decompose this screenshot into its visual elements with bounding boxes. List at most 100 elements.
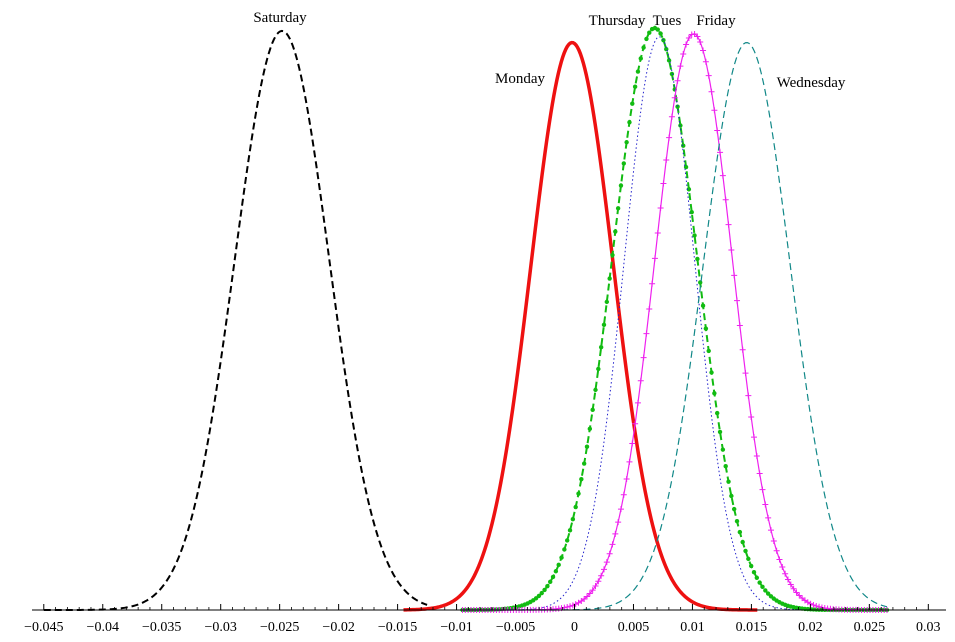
x-tick-label: −0.01 [440,620,472,635]
x-tick-label: −0.04 [87,620,119,635]
series-line-monday [403,40,758,612]
marker-plus [691,30,698,37]
marker-dot [627,120,632,125]
marker-plus [640,354,647,361]
marker-plus [637,377,644,384]
marker-plus [617,506,624,513]
marker-dot [542,587,547,593]
marker-dot [573,504,578,510]
marker-dot [593,387,598,393]
marker-dot [655,27,660,32]
marker-dot [695,256,700,262]
x-tick-label: −0.02 [322,620,354,635]
series-label-friday: Friday [696,13,736,29]
marker-plus [776,556,783,563]
marker-dot [692,233,697,238]
marker-plus [646,305,653,312]
marker-dot [548,579,553,585]
marker-dot [734,518,740,524]
marker-plus [598,572,605,579]
marker-plus [742,370,749,377]
marker-dot [567,528,573,533]
marker-plus [612,530,619,537]
marker-dot [596,366,601,372]
x-tick-label: 0.005 [618,620,650,635]
marker-dot [598,345,604,350]
marker-plus [725,221,732,228]
marker-plus [702,58,709,65]
marker-plus [748,413,755,420]
marker-dot [607,276,612,281]
marker-plus [753,452,760,459]
marker-plus [643,330,650,337]
marker-dot [658,31,663,36]
marker-dot [703,326,709,331]
marker-plus [651,255,658,262]
x-tick-label: 0 [571,620,578,635]
marker-dot [686,187,692,192]
marker-dot [604,299,610,305]
marker-dot [579,476,584,482]
marker-dot [729,493,734,499]
marker-dot [621,161,626,166]
series-label-tues: Tues [653,13,682,29]
series-label-thursday: Thursday [589,13,646,29]
marker-dot [610,252,615,258]
marker-plus [697,39,704,46]
series-labels: Saturday Monday Thursday Tues Friday Wednesda… [253,10,846,91]
marker-dot [638,56,643,61]
marker-dot [556,562,561,568]
x-tick-label: 0.015 [736,620,768,635]
marker-dot [757,580,762,585]
marker-plus [649,280,656,287]
marker-dot [539,590,544,596]
marker-plus [603,559,610,566]
marker-plus [765,514,772,521]
marker-plus [759,486,766,493]
marker-plus [663,156,670,163]
x-tick-label: −0.025 [260,620,299,635]
marker-dot [765,591,771,596]
marker-dot [720,447,726,452]
marker-dot [700,303,706,308]
marker-plus [770,538,777,545]
x-tick-label: 0.02 [798,620,823,635]
marker-plus [711,107,718,114]
marker-plus [680,50,687,57]
marker-dot [641,45,646,50]
marker-plus [609,541,616,548]
marker-plus [683,41,690,48]
marker-plus [736,322,743,329]
x-tick-label: −0.015 [378,620,417,635]
marker-plus [595,578,602,585]
marker-plus [589,587,596,594]
marker-plus [705,72,712,79]
marker-dot [635,69,641,74]
marker-plus [793,589,800,596]
marker-dot [751,570,757,575]
marker-dot [624,140,629,145]
marker-dot [576,491,581,496]
marker-plus [671,94,678,101]
marker-dot [587,426,593,432]
marker-dot [590,407,595,413]
marker-dot [559,555,564,560]
marker-dot [545,583,550,589]
marker-dot [666,58,672,63]
marker-plus [694,33,701,40]
marker-plus [677,63,684,70]
marker-dot [715,410,720,416]
marker-plus [567,603,574,610]
marker-dot [726,479,731,484]
marker-dot [562,547,567,552]
marker-dot [553,569,559,574]
marker-plus [784,576,791,583]
marker-plus [751,434,757,441]
marker-plus [615,519,622,526]
marker-dot [706,348,711,354]
marker-plus [813,602,820,609]
marker-dot [584,444,590,449]
marker-dot [550,574,556,580]
marker-plus [688,31,695,38]
